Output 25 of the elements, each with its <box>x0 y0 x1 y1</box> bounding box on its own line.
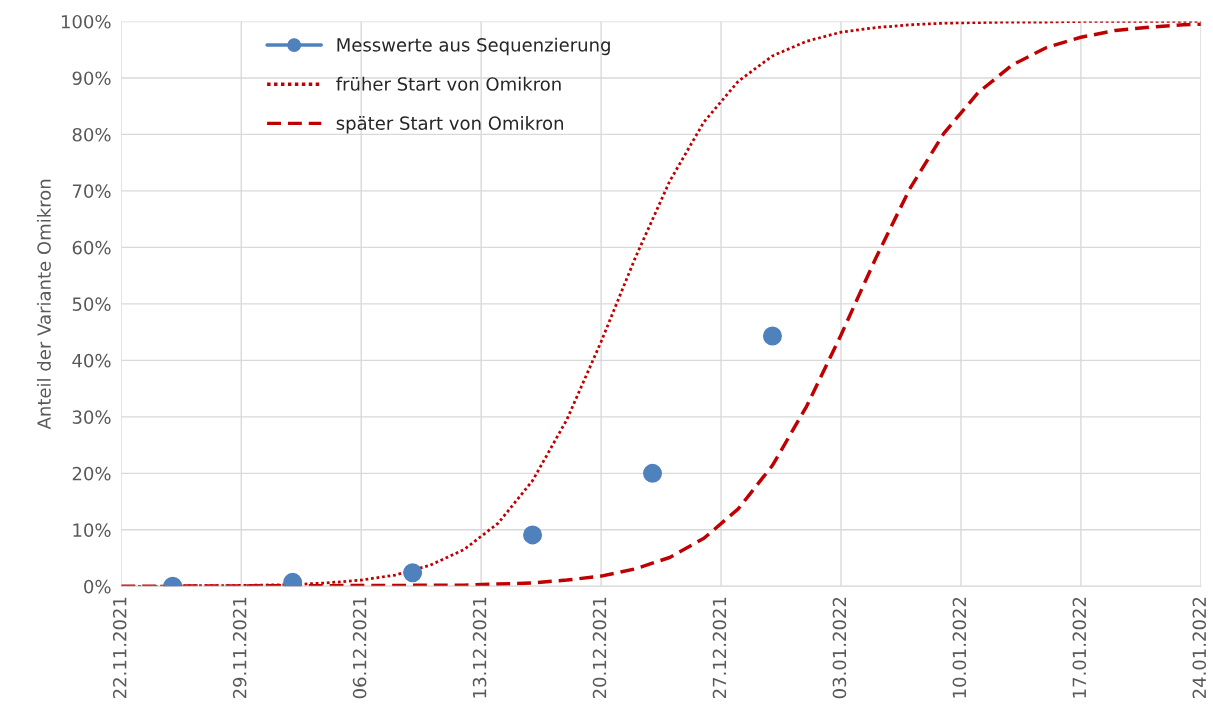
y-tick-label: 20% <box>72 466 111 481</box>
y-tick-label: 10% <box>73 523 111 537</box>
y-tick-label: 70% <box>72 184 111 199</box>
x-tick-label: 06.12.2021 <box>352 597 367 699</box>
x-tick-label: 29.11.2021 <box>232 597 247 699</box>
y-tick-label: 50% <box>72 297 111 311</box>
x-tick-label: 20.12.2021 <box>592 597 607 699</box>
y-tick-label: 30% <box>72 410 111 424</box>
x-tick-label: 03.01.2022 <box>832 597 847 699</box>
legend-label: Messwerte aus Sequenzierung <box>337 37 610 56</box>
x-tick-label: 10.01.2022 <box>952 597 967 698</box>
x-tick-label: 22.11.2021 <box>112 597 127 699</box>
y-tick-label: 90% <box>72 71 111 86</box>
y-tick-label: 60% <box>72 240 111 255</box>
y-tick-label: 40% <box>72 353 111 368</box>
y-tick-label: 0% <box>84 579 111 594</box>
x-tick-label: 13.12.2021 <box>472 597 487 698</box>
x-tick-label: 17.01.2022 <box>1072 597 1087 698</box>
y-tick-label: 100% <box>61 14 111 29</box>
x-tick-label: 27.12.2021 <box>712 597 727 699</box>
y-tick-label: 80% <box>72 127 111 142</box>
y-axis-title: Anteil der Variante Omikron <box>36 179 51 430</box>
legend-label: früher Start von Omikron <box>336 76 561 91</box>
x-tick-label: 24.01.2022 <box>1192 597 1207 699</box>
legend-label: später Start von Omikron <box>336 115 563 134</box>
